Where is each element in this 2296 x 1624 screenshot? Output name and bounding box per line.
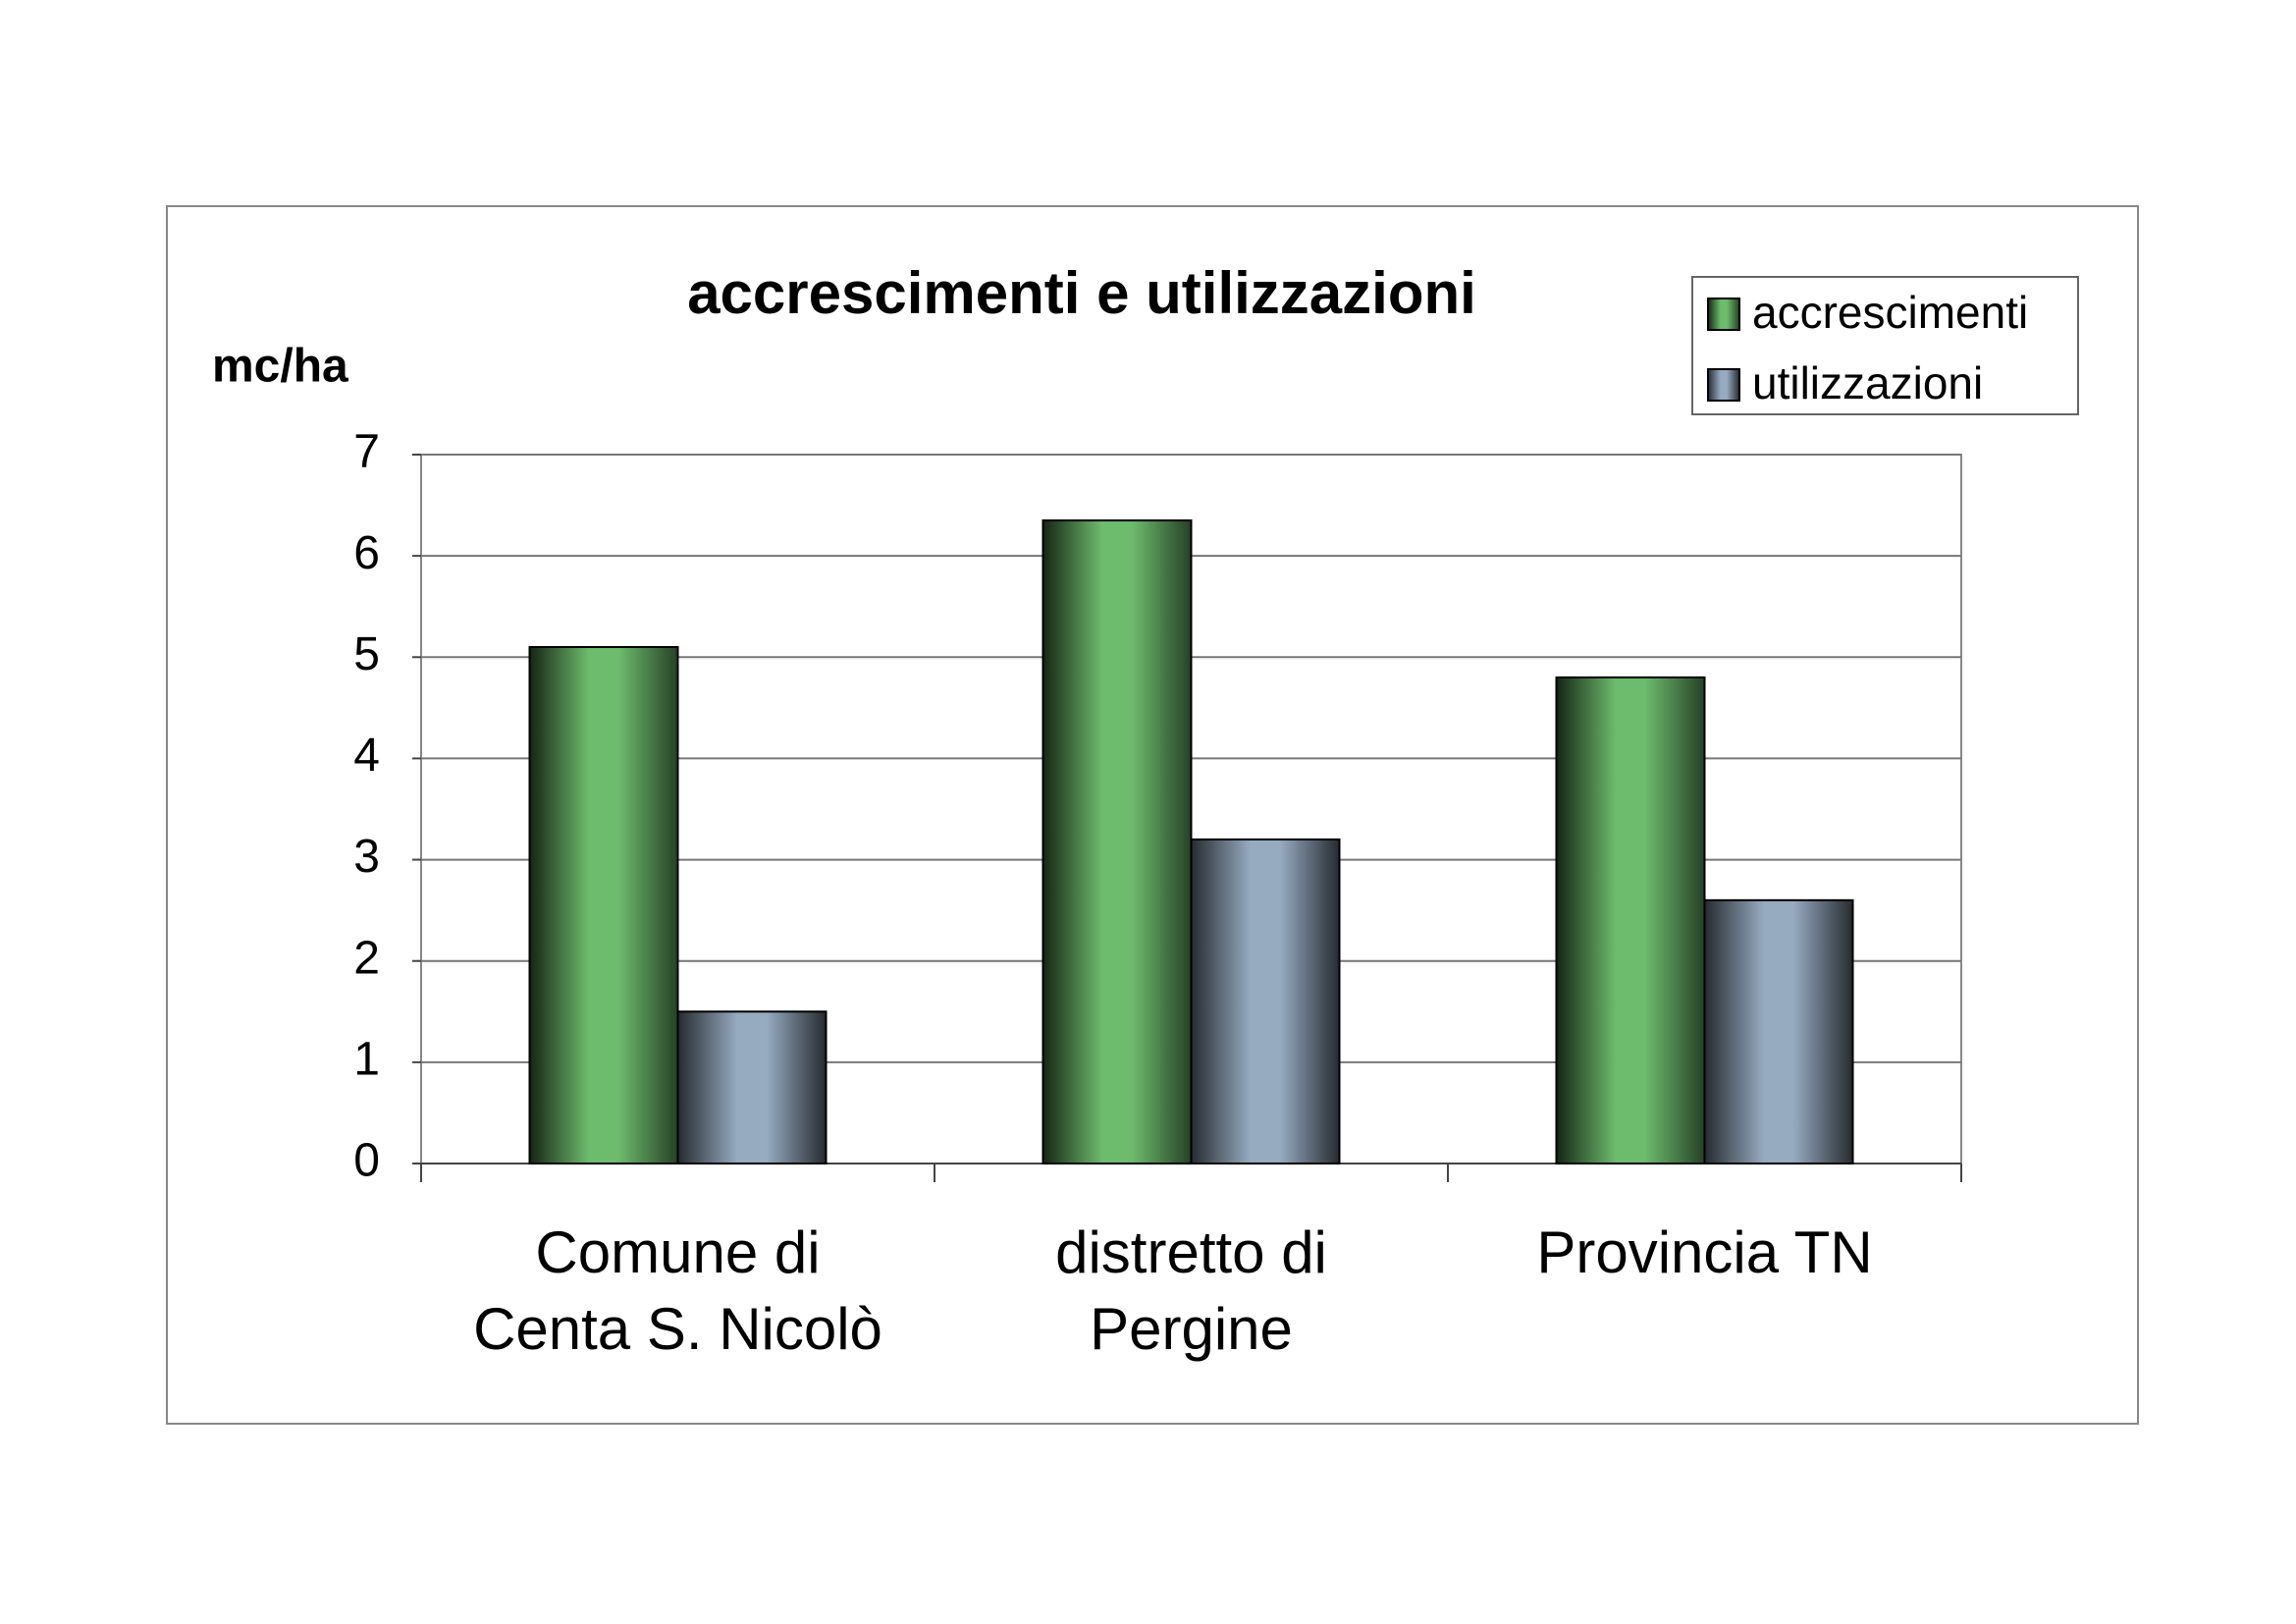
bar	[1041, 519, 1193, 1164]
bar	[1555, 676, 1706, 1165]
legend-swatch	[1707, 368, 1740, 402]
y-tick-label: 4	[353, 730, 380, 782]
legend-label: accrescimenti	[1752, 287, 2028, 338]
x-tick-label: Comune di Centa S. Nicolò	[473, 1219, 882, 1362]
bar	[676, 1010, 828, 1165]
y-tick-label: 7	[353, 426, 380, 478]
y-tick-label: 1	[353, 1034, 380, 1086]
x-tick-label: distretto di Pergine	[1055, 1219, 1327, 1362]
bar	[1190, 838, 1341, 1164]
legend-label: utilizzazioni	[1752, 357, 1983, 408]
y-tick-label: 5	[353, 628, 380, 680]
bar	[528, 645, 679, 1164]
y-tick-label: 6	[353, 527, 380, 579]
legend-swatch	[1707, 298, 1740, 331]
chart-title: accrescimenti e utilizzazioni	[687, 260, 1476, 326]
legend-box	[1691, 276, 2079, 415]
y-tick-label: 3	[353, 831, 380, 883]
y-axis-label: mc/ha	[212, 341, 348, 393]
x-tick-label: Provincia TN	[1536, 1219, 1872, 1285]
bar	[1703, 898, 1854, 1164]
y-tick-label: 0	[353, 1135, 380, 1187]
y-tick-label: 2	[353, 932, 380, 984]
